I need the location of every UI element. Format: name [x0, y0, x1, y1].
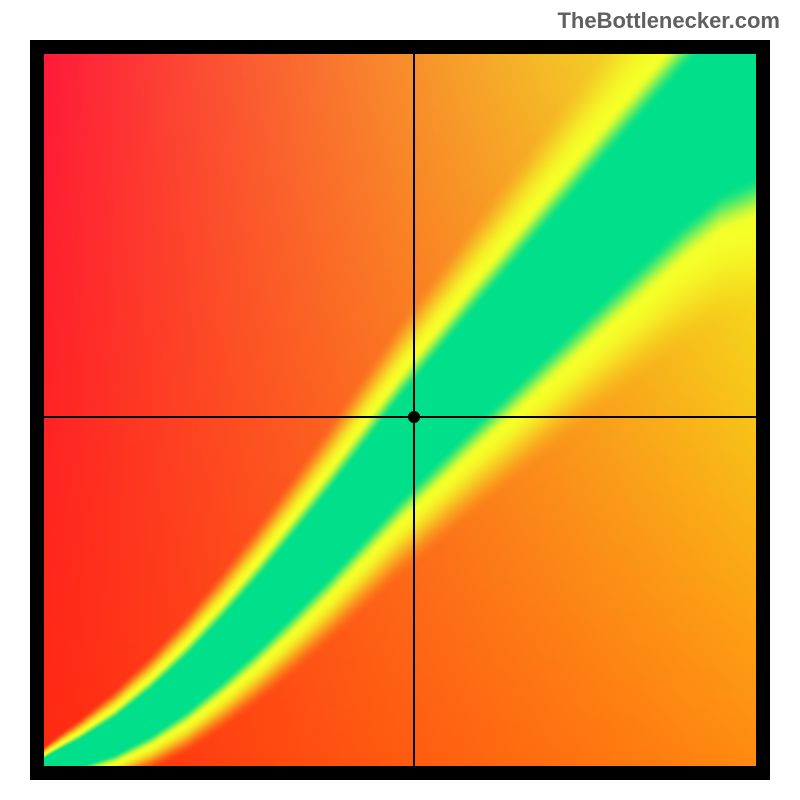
chart-container: TheBottlenecker.com	[0, 0, 800, 800]
watermark-text: TheBottlenecker.com	[557, 8, 780, 34]
plot-border	[30, 40, 770, 780]
